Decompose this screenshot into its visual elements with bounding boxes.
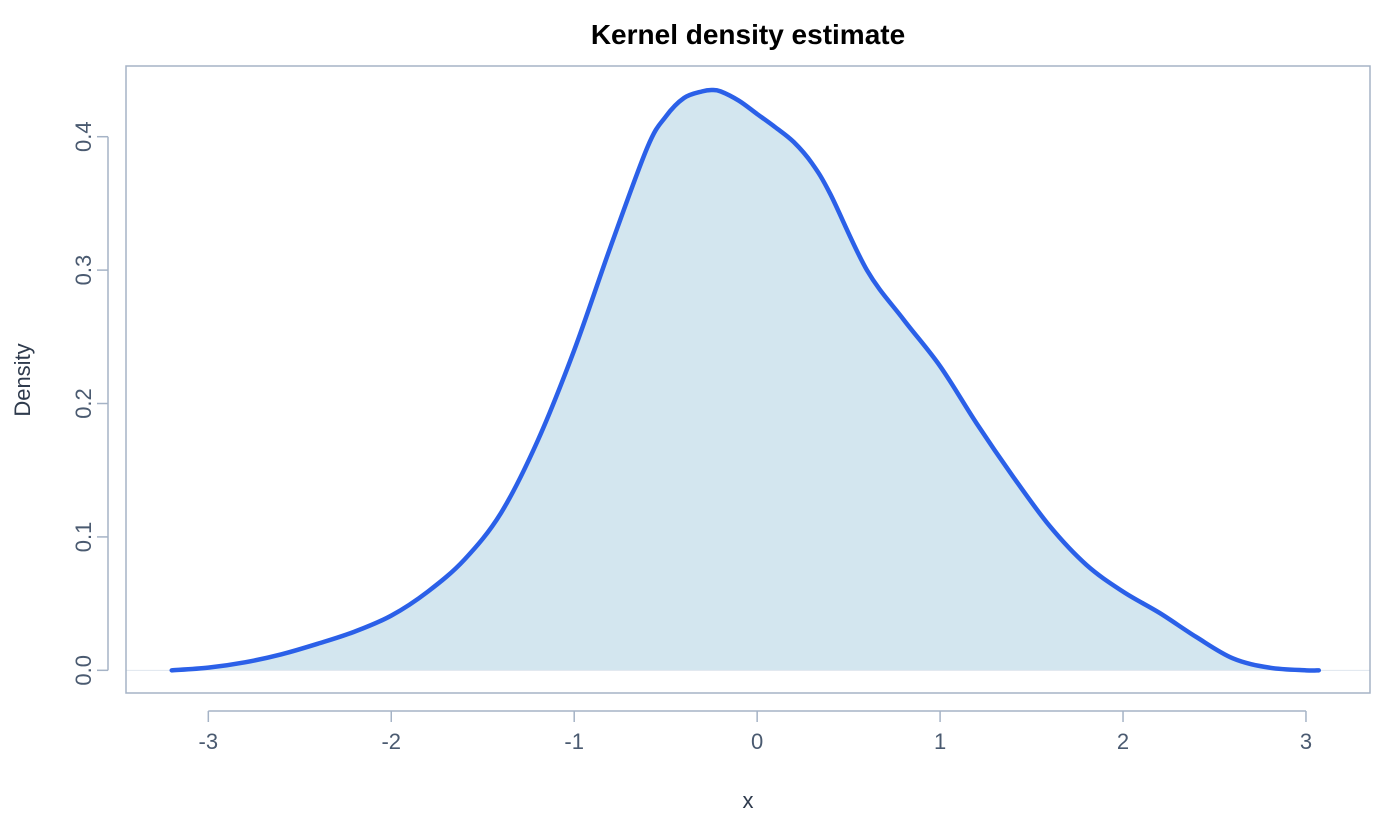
chart-title: Kernel density estimate bbox=[591, 19, 905, 50]
y-axis-label: Density bbox=[10, 343, 35, 416]
plot-area bbox=[125, 65, 1371, 694]
y-tick-label: 0.1 bbox=[71, 522, 96, 553]
density-curve bbox=[169, 87, 1322, 673]
y-tick-label: 0.3 bbox=[71, 255, 96, 286]
x-tick-label: -3 bbox=[199, 729, 219, 754]
x-tick-label: 2 bbox=[1117, 729, 1129, 754]
x-tick-label: 1 bbox=[934, 729, 946, 754]
y-axis: 0.0 0.1 0.2 0.3 0.4 bbox=[71, 121, 109, 686]
x-axis-label: x bbox=[743, 788, 754, 813]
y-tick-label: 0.4 bbox=[71, 121, 96, 152]
x-axis: -3 -2 -1 0 1 2 3 bbox=[199, 710, 1312, 754]
x-tick-label: 3 bbox=[1300, 729, 1312, 754]
density-area-fill bbox=[171, 89, 1319, 671]
y-tick-label: 0.2 bbox=[71, 388, 96, 419]
x-tick-label: 0 bbox=[751, 729, 763, 754]
x-tick-label: -1 bbox=[564, 729, 584, 754]
y-tick-label: 0.0 bbox=[71, 655, 96, 686]
x-tick-label: -2 bbox=[381, 729, 401, 754]
plot-frame bbox=[125, 65, 1371, 694]
